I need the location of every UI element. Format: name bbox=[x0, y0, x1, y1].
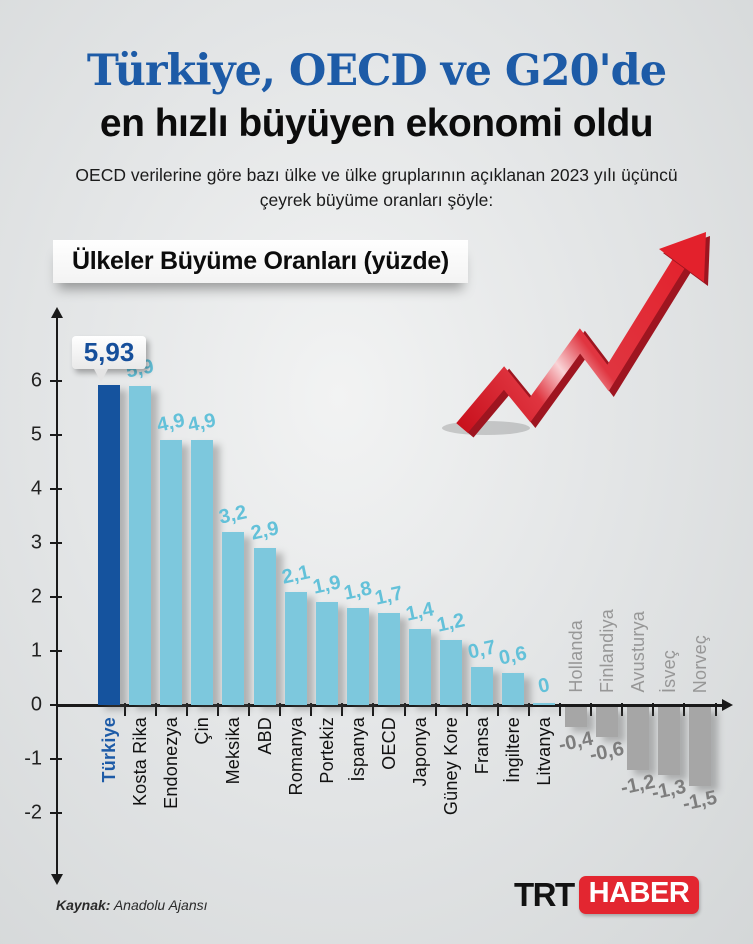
x-axis-label: OECD bbox=[378, 717, 399, 770]
bar bbox=[129, 386, 152, 705]
x-axis-tick bbox=[216, 703, 219, 716]
x-axis-tick bbox=[372, 703, 375, 716]
x-axis-label: Kosta Rika bbox=[130, 717, 151, 807]
source-label: Kaynak: bbox=[56, 897, 111, 913]
bar bbox=[533, 703, 556, 705]
bar bbox=[564, 707, 587, 727]
x-axis-tick bbox=[279, 703, 282, 716]
page-title-line1: Türkiye, OECD ve G20'de bbox=[86, 46, 667, 96]
x-axis-label: Norveç bbox=[689, 634, 710, 693]
source-value: Anadolu Ajansı bbox=[110, 897, 208, 913]
y-axis-up-arrow-icon bbox=[51, 307, 63, 318]
x-axis-tick bbox=[496, 703, 499, 716]
page-title-line2: en hızlı büyüyen ekonomi oldu bbox=[99, 102, 654, 145]
x-axis-tick bbox=[341, 703, 344, 716]
page-subtitle: OECD verilerine göre bazı ülke ve ülke g… bbox=[75, 165, 678, 211]
bar bbox=[657, 707, 680, 776]
bar bbox=[346, 607, 369, 705]
x-axis-tick bbox=[154, 703, 157, 716]
x-axis-tick bbox=[248, 703, 250, 716]
x-axis-label: Portekiz bbox=[316, 717, 337, 784]
y-axis-tick-label: 1 bbox=[30, 639, 42, 662]
x-axis-tick bbox=[434, 703, 437, 716]
x-axis-line bbox=[56, 703, 722, 707]
bar bbox=[160, 440, 183, 705]
bar bbox=[409, 629, 432, 705]
y-axis-tick bbox=[50, 758, 62, 760]
x-axis-label: Japonya bbox=[410, 717, 431, 787]
x-axis-label: Çin bbox=[192, 717, 213, 745]
chart-title-banner: Ülkeler Büyüme Oranları (yüzde) bbox=[53, 240, 468, 283]
bar bbox=[284, 591, 307, 705]
x-axis-label: İngiltere bbox=[503, 717, 524, 783]
haber-logo-badge: HABER bbox=[578, 876, 700, 914]
y-axis-tick bbox=[50, 650, 62, 652]
y-axis-tick-label: 5 bbox=[30, 423, 42, 446]
bar-highlight bbox=[98, 384, 121, 705]
bar bbox=[502, 672, 525, 705]
y-axis-tick bbox=[50, 596, 62, 598]
y-axis-tick-label: 0 bbox=[30, 693, 42, 716]
highlight-value-callout: 5,93 bbox=[72, 336, 146, 382]
y-axis-tick bbox=[50, 488, 62, 490]
y-axis-tick bbox=[50, 812, 62, 814]
y-axis-tick-label: -2 bbox=[24, 801, 42, 824]
x-axis-tick bbox=[403, 703, 406, 716]
x-axis-tick bbox=[310, 703, 313, 716]
y-axis-tick bbox=[50, 434, 62, 436]
x-axis-tick bbox=[714, 703, 717, 716]
x-axis-label: Güney Kore bbox=[441, 717, 462, 816]
trt-haber-logo: TRT HABER bbox=[514, 876, 700, 914]
bar bbox=[440, 640, 463, 705]
x-axis-label: Endonezya bbox=[161, 717, 182, 809]
bar bbox=[191, 440, 214, 705]
x-axis-label: Finlandiya bbox=[596, 608, 617, 693]
x-axis-tick bbox=[185, 703, 188, 716]
x-axis-label: İspanya bbox=[347, 717, 368, 782]
x-axis-tick bbox=[559, 703, 561, 716]
x-axis-tick bbox=[527, 703, 530, 716]
y-axis-tick bbox=[50, 542, 62, 544]
bar bbox=[471, 667, 494, 705]
x-axis-tick bbox=[621, 703, 624, 716]
bar bbox=[377, 613, 400, 705]
x-axis-tick bbox=[123, 703, 126, 716]
y-axis-tick-label: 6 bbox=[30, 369, 42, 392]
x-axis-tick bbox=[652, 703, 655, 716]
x-axis-label: Hollanda bbox=[565, 620, 586, 693]
growth-arrow-icon bbox=[442, 232, 710, 438]
y-axis-tick-label: 4 bbox=[30, 477, 42, 500]
bar bbox=[222, 532, 245, 705]
trt-logo-text: TRT bbox=[514, 876, 575, 913]
x-axis-tick bbox=[590, 703, 593, 716]
bar bbox=[688, 707, 711, 786]
x-axis-right-arrow-icon bbox=[722, 699, 733, 711]
x-axis-label: Türkiye bbox=[99, 717, 120, 783]
y-axis-tick-label: 2 bbox=[30, 585, 42, 608]
x-axis-label: ABD bbox=[254, 717, 275, 755]
x-axis-label: Meksika bbox=[223, 717, 244, 785]
x-axis-label: Romanya bbox=[285, 717, 306, 796]
bar bbox=[253, 548, 276, 705]
x-axis-label: Avusturya bbox=[627, 611, 648, 693]
bar bbox=[595, 707, 618, 738]
bar bbox=[315, 602, 338, 705]
x-axis-tick bbox=[465, 703, 468, 716]
x-axis-label: İsveç bbox=[658, 649, 679, 693]
y-axis-tick bbox=[50, 704, 62, 706]
x-axis-label: Fransa bbox=[472, 717, 493, 775]
y-axis-tick-label: -1 bbox=[24, 747, 42, 770]
x-axis-tick bbox=[683, 703, 686, 716]
y-axis-down-arrow-icon bbox=[51, 874, 63, 885]
source-note: Kaynak: Anadolu Ajansı bbox=[56, 897, 208, 913]
y-axis-tick bbox=[50, 380, 62, 382]
y-axis-tick-label: 3 bbox=[30, 531, 42, 554]
bar bbox=[626, 707, 649, 770]
